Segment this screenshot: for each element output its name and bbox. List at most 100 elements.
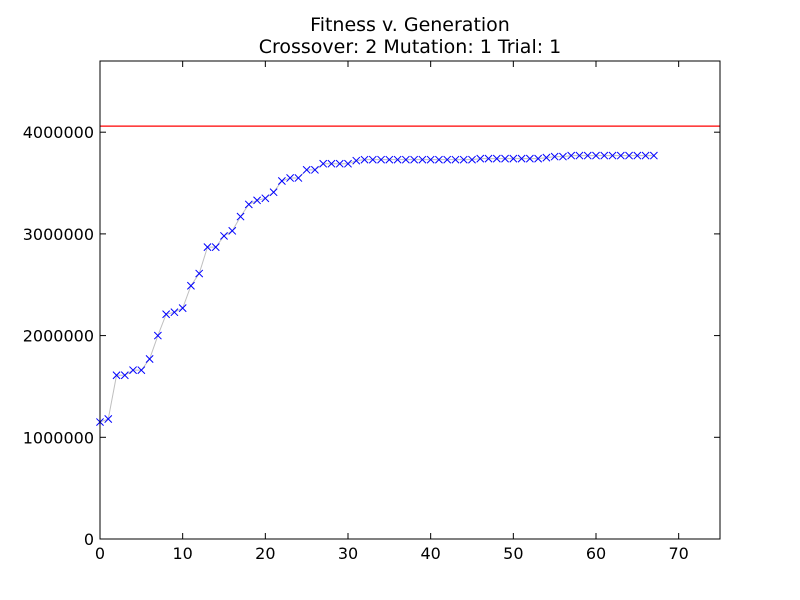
data-point xyxy=(360,155,369,164)
data-point xyxy=(153,331,162,340)
plot-area xyxy=(100,61,720,539)
data-point xyxy=(558,152,567,161)
data-point xyxy=(120,371,129,380)
x-tick-label: 40 xyxy=(420,544,440,563)
data-point-stroke xyxy=(542,153,551,162)
data-point xyxy=(170,308,179,317)
data-point-stroke xyxy=(244,200,253,209)
data-point-stroke xyxy=(501,154,510,163)
data-point xyxy=(608,151,617,160)
data-point-stroke xyxy=(302,165,311,174)
data-point-stroke xyxy=(112,371,121,380)
data-point xyxy=(501,154,510,163)
data-point-stroke xyxy=(468,155,476,164)
data-point-stroke xyxy=(335,159,344,168)
data-point-stroke xyxy=(220,231,228,240)
data-point xyxy=(294,174,303,182)
data-point-stroke xyxy=(451,155,460,164)
data-point-stroke xyxy=(170,308,179,317)
data-point xyxy=(534,154,543,163)
data-point xyxy=(286,174,295,182)
axes: 0 10 20 30 40 50 60 70 0 1000000 2000000 3000000 400… xyxy=(23,60,721,563)
y-tick-label: 4000000 xyxy=(23,123,94,142)
data-point xyxy=(145,355,154,363)
data-point xyxy=(468,155,476,164)
data-point-stroke xyxy=(211,243,220,252)
data-point xyxy=(220,231,228,240)
data-point-stroke xyxy=(277,177,286,185)
x-tick-label: 50 xyxy=(503,544,523,563)
data-point xyxy=(600,151,609,160)
data-point xyxy=(525,154,534,163)
data-point-stroke xyxy=(426,155,435,164)
data-point xyxy=(253,196,262,205)
y-tick-label: 2000000 xyxy=(23,327,94,346)
data-point-stroke xyxy=(120,371,129,380)
data-point xyxy=(443,155,452,164)
plot-background xyxy=(100,61,720,539)
data-point-stroke xyxy=(195,269,204,278)
data-point xyxy=(203,243,212,252)
data-point xyxy=(302,165,311,174)
data-point xyxy=(550,152,559,161)
data-point xyxy=(625,151,634,160)
data-point-stroke xyxy=(583,151,592,160)
data-point xyxy=(269,188,278,197)
data-point xyxy=(451,155,460,164)
data-point xyxy=(484,154,493,163)
data-point-stroke xyxy=(129,366,138,375)
data-point xyxy=(410,155,419,164)
x-tick-label: 20 xyxy=(255,544,275,563)
data-point xyxy=(641,151,650,160)
data-point xyxy=(401,155,410,164)
data-point-stroke xyxy=(377,155,386,164)
data-point-stroke xyxy=(592,151,600,160)
x-tick-label: 30 xyxy=(338,544,358,563)
data-point xyxy=(567,151,576,160)
x-tick-label: 60 xyxy=(586,544,606,563)
data-point-stroke xyxy=(178,304,187,313)
data-point-stroke xyxy=(393,155,402,164)
data-point xyxy=(616,151,625,160)
data-point xyxy=(592,151,600,160)
data-point xyxy=(277,177,286,185)
axes-frame xyxy=(99,60,721,540)
data-point-stroke xyxy=(633,151,642,160)
data-point xyxy=(244,200,253,209)
data-point-stroke xyxy=(352,156,361,165)
data-point-stroke xyxy=(137,366,146,375)
data-point xyxy=(633,151,642,160)
data-point-stroke xyxy=(625,151,634,160)
data-point xyxy=(575,151,584,160)
y-tick-label: 0 xyxy=(84,530,94,549)
data-point xyxy=(492,154,501,163)
data-point-stroke xyxy=(641,151,650,160)
data-point-stroke xyxy=(401,155,410,164)
data-point xyxy=(195,269,204,278)
data-point-stroke xyxy=(550,152,559,161)
data-point xyxy=(517,154,526,163)
data-point-stroke xyxy=(253,196,262,205)
data-point-stroke xyxy=(649,151,658,160)
data-point xyxy=(104,415,113,423)
data-point xyxy=(211,243,220,252)
data-point xyxy=(434,155,443,164)
data-point-stroke xyxy=(344,159,352,168)
data-point xyxy=(385,155,394,164)
data-point-stroke xyxy=(327,159,336,168)
data-point-stroke xyxy=(558,152,567,161)
data-point-stroke xyxy=(525,154,534,163)
data-point-stroke xyxy=(484,154,493,163)
data-point-stroke xyxy=(600,151,609,160)
y-tick-label: 3000000 xyxy=(23,225,94,244)
chart-title: Fitness v. Generation xyxy=(310,14,510,36)
data-point xyxy=(162,310,171,319)
data-point-stroke xyxy=(162,310,171,319)
data-point-stroke xyxy=(228,226,237,235)
data-point xyxy=(261,194,270,203)
data-point xyxy=(236,212,245,221)
data-point xyxy=(327,159,336,168)
data-point-stroke xyxy=(616,151,625,160)
data-point xyxy=(418,155,427,164)
